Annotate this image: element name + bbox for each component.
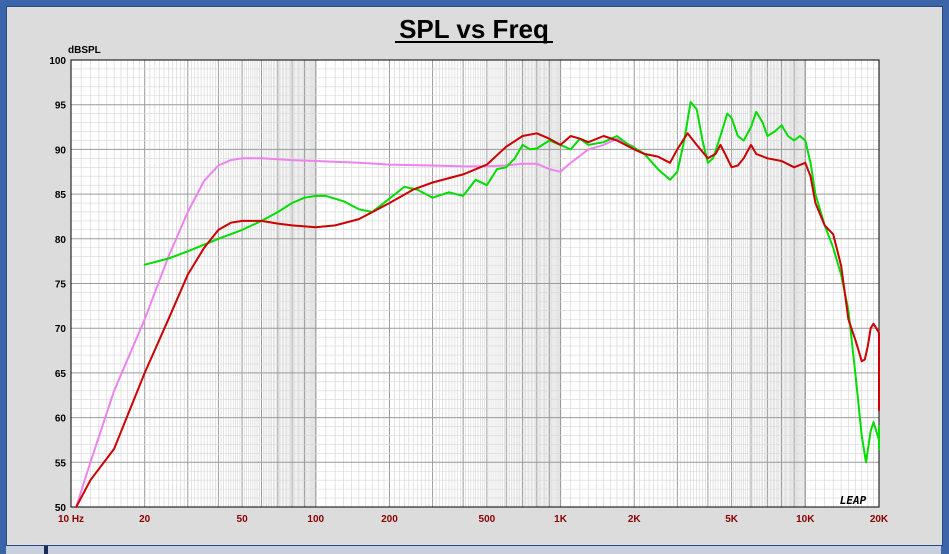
grid [70, 59, 880, 508]
y-tick-label: 80 [55, 235, 67, 246]
y-tick-label: 65 [55, 369, 67, 380]
x-tick-label: 10 Hz [58, 514, 84, 525]
y-tick-label: 50 [55, 503, 67, 514]
series-lines [75, 101, 880, 508]
y-tick-label: 55 [55, 458, 67, 469]
x-tick-label: 200 [381, 514, 398, 525]
x-tick-labels: 10 Hz 20 50 100 200 500 1K 2K 5K 10K 20K [58, 514, 889, 525]
plot-area [70, 59, 880, 508]
y-tick-label: 60 [55, 414, 67, 425]
series-line-1 [75, 137, 636, 508]
y-tick-label: 100 [49, 56, 66, 67]
x-tick-label: 1K [554, 514, 568, 525]
bottom-strip [6, 546, 941, 554]
y-tick-label: 75 [55, 280, 67, 291]
x-tick-label: 2K [628, 514, 642, 525]
x-tick-label: 20K [870, 514, 889, 525]
x-tick-label: 100 [307, 514, 324, 525]
x-tick-label: 500 [479, 514, 496, 525]
series-line-2 [143, 101, 880, 464]
x-tick-label: 20 [139, 514, 151, 525]
series-line-3 [75, 132, 880, 508]
y-tick-label: 90 [55, 145, 67, 156]
strip-marker [44, 546, 48, 554]
x-tick-label: 10K [796, 514, 815, 525]
leap-watermark: LEAP [840, 494, 867, 507]
y-tick-label: 70 [55, 324, 67, 335]
x-tick-label: 5K [725, 514, 739, 525]
y-axis-label: dBSPL [68, 45, 101, 56]
x-tick-label: 50 [237, 514, 249, 525]
y-tick-label: 95 [55, 101, 67, 112]
chart-title: SPL vs Freq [399, 14, 549, 44]
y-tick-labels: 100 95 90 85 80 75 70 65 60 55 50 [49, 56, 66, 514]
y-tick-label: 85 [55, 190, 67, 201]
